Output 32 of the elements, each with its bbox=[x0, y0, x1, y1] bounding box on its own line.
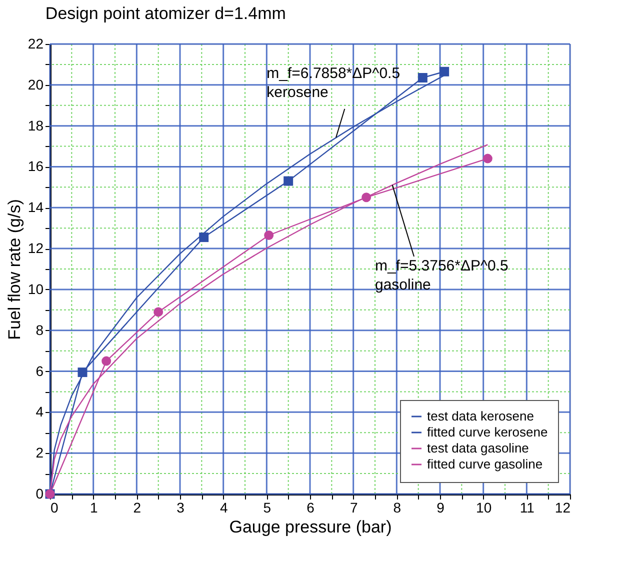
x-axis-title: Gauge pressure (bar) bbox=[229, 518, 392, 536]
x-tick-label: 2 bbox=[133, 500, 142, 516]
y-tick-label: 12 bbox=[28, 240, 44, 256]
y-tick-label: 22 bbox=[28, 36, 44, 52]
y-tick-label: 14 bbox=[28, 199, 44, 216]
x-tick-label: 5 bbox=[263, 500, 272, 516]
x-tick-label: 8 bbox=[393, 500, 402, 516]
y-tick-label: 8 bbox=[36, 322, 44, 338]
y-tick-label: 10 bbox=[28, 280, 44, 297]
y-tick-label: 20 bbox=[28, 76, 44, 92]
legend-label: test data gasoline bbox=[427, 440, 529, 456]
legend-label: fitted curve gasoline bbox=[427, 456, 543, 472]
x-tick-label: 7 bbox=[350, 500, 358, 516]
x-tick-label: 10 bbox=[476, 500, 492, 516]
x-tick-label: 1 bbox=[90, 500, 98, 516]
chart-title: Design point atomizer d=1.4mm bbox=[45, 4, 286, 23]
x-tick-label: 9 bbox=[436, 500, 445, 516]
x-tick-label: 3 bbox=[176, 500, 185, 516]
x-tick-label: 12 bbox=[554, 500, 571, 516]
x-tick-label: 4 bbox=[220, 500, 228, 516]
x-tick-label: 0 bbox=[50, 500, 58, 516]
y-tick-label: 16 bbox=[28, 158, 44, 174]
y-tick-label: 6 bbox=[36, 362, 44, 379]
y-tick-label: 18 bbox=[28, 117, 44, 134]
y-axis-title: Fuel flow rate (g/s) bbox=[4, 199, 24, 340]
x-tick-label: 6 bbox=[306, 500, 315, 516]
y-tick-label: 0 bbox=[36, 486, 44, 502]
legend-label: test data kerosene bbox=[427, 408, 534, 424]
legend-label: fitted curve kerosene bbox=[427, 424, 548, 440]
y-tick-label: 2 bbox=[36, 444, 44, 461]
x-tick-label: 11 bbox=[520, 500, 535, 516]
y-tick-label: 4 bbox=[36, 404, 44, 420]
